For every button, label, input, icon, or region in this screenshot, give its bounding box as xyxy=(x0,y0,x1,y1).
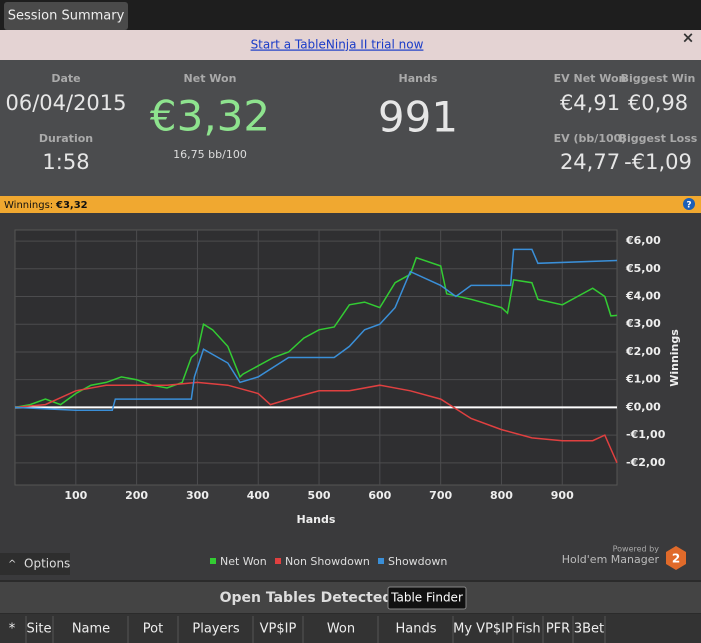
stat-label: Biggest Loss xyxy=(619,132,698,145)
y-tick-label: €6,00 xyxy=(625,234,661,247)
stat-label: Duration xyxy=(39,132,93,145)
winnings-bar xyxy=(0,196,701,213)
banner-close[interactable]: × xyxy=(682,29,695,47)
stat-value: 24,77 xyxy=(560,150,620,174)
banner-link[interactable]: Start a TableNinja II trial now xyxy=(251,38,424,52)
y-tick-label: €1,00 xyxy=(625,373,661,386)
options-arrow[interactable]: ^ xyxy=(8,559,16,570)
legend-swatch xyxy=(378,558,384,564)
column-header[interactable]: VP$IP xyxy=(260,622,297,637)
column-header[interactable]: Site xyxy=(27,622,52,637)
y-tick-label: €0,00 xyxy=(625,400,661,413)
legend-swatch xyxy=(275,558,281,564)
legend-label: Showdown xyxy=(388,555,447,568)
column-header[interactable]: Pot xyxy=(143,622,163,637)
x-tick-label: 100 xyxy=(64,489,87,502)
table-finder-button[interactable] xyxy=(387,586,467,610)
legend-label: Net Won xyxy=(220,555,267,568)
column-header[interactable]: 3Bet xyxy=(574,622,604,637)
y-tick-label: €2,00 xyxy=(625,345,661,358)
column-header[interactable]: Players xyxy=(192,622,239,637)
bb100: 16,75 bb/100 xyxy=(173,148,247,161)
x-tick-label: 500 xyxy=(308,489,331,502)
help-text[interactable]: ? xyxy=(686,201,691,211)
stat-value: -€1,09 xyxy=(624,150,692,174)
hands: 991 xyxy=(378,93,458,142)
stats-panel xyxy=(0,60,701,196)
stat-value: €0,98 xyxy=(628,91,688,115)
series-line xyxy=(14,381,618,464)
help-icon[interactable] xyxy=(683,198,695,210)
legend-swatch xyxy=(210,558,216,564)
x-tick-label: 600 xyxy=(368,489,391,502)
y-tick-label: -€2,00 xyxy=(626,456,666,469)
x-axis-title: Hands xyxy=(297,513,336,526)
y-axis-title: Winnings xyxy=(668,329,681,387)
x-tick-label: 400 xyxy=(247,489,270,502)
options-label[interactable]: Options xyxy=(24,557,70,571)
table-finder-label[interactable]: Table Finder xyxy=(390,591,463,605)
stat-label: Net Won xyxy=(184,72,237,85)
column-header[interactable]: Fish xyxy=(515,622,540,637)
legend-label: Non Showdown xyxy=(285,555,370,568)
table-header xyxy=(0,614,701,643)
y-tick-label: €3,00 xyxy=(625,317,661,330)
stat-value: 06/04/2015 xyxy=(5,91,126,115)
badge xyxy=(666,546,686,570)
x-tick-label: 200 xyxy=(125,489,148,502)
badge-text: 2 xyxy=(672,552,680,566)
stat-value: €4,91 xyxy=(560,91,620,115)
winnings-value: €3,32 xyxy=(55,200,88,211)
stat-label: EV (bb/100) xyxy=(554,132,627,145)
options-button[interactable] xyxy=(0,553,70,575)
column-header[interactable]: PFR xyxy=(546,622,570,637)
brand: Hold'em Manager xyxy=(562,553,660,566)
tab[interactable] xyxy=(4,2,128,30)
x-tick-label: 800 xyxy=(490,489,513,502)
powered-by: Powered by xyxy=(613,545,660,554)
column-header[interactable]: My VP$IP xyxy=(453,622,513,637)
x-tick-label: 900 xyxy=(551,489,574,502)
stat-label: Biggest Win xyxy=(621,72,696,85)
column-header[interactable]: Hands xyxy=(395,622,436,637)
column-header[interactable]: Name xyxy=(72,622,110,637)
stat-label: Hands xyxy=(399,72,438,85)
open-tables-bar xyxy=(0,582,701,613)
series-line xyxy=(14,248,618,411)
y-tick-label: €5,00 xyxy=(625,262,661,275)
series-line xyxy=(14,256,618,409)
y-tick-label: -€1,00 xyxy=(626,428,666,441)
x-tick-label: 700 xyxy=(429,489,452,502)
open-tables-title: Open Tables Detected xyxy=(220,590,393,606)
banner xyxy=(0,30,701,60)
stat-label: Date xyxy=(51,72,80,85)
winnings-label: Winnings: xyxy=(4,200,53,211)
tab-label[interactable]: Session Summary xyxy=(8,9,125,24)
net-won: €3,32 xyxy=(150,92,270,141)
stat-label: EV Net Won xyxy=(554,72,627,85)
stat-value: 1:58 xyxy=(42,150,89,174)
y-tick-label: €4,00 xyxy=(625,290,661,303)
column-header[interactable]: Won xyxy=(327,622,355,637)
x-tick-label: 300 xyxy=(186,489,209,502)
column-header[interactable]: * xyxy=(9,622,16,637)
